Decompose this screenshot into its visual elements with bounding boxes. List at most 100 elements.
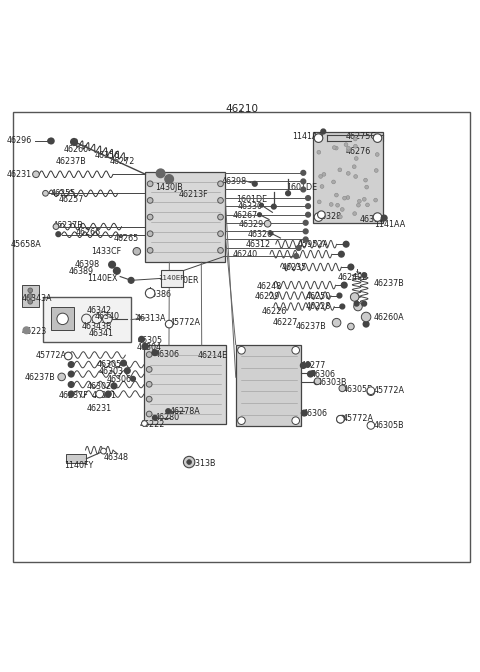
Circle shape bbox=[362, 301, 367, 306]
Text: 46257: 46257 bbox=[59, 196, 84, 204]
Text: 46356: 46356 bbox=[95, 151, 120, 160]
Text: 46305B: 46305B bbox=[342, 385, 373, 394]
Bar bbox=[313, 132, 383, 223]
Text: 46228: 46228 bbox=[306, 302, 331, 311]
Circle shape bbox=[336, 415, 344, 423]
Text: 1141AA: 1141AA bbox=[374, 220, 405, 228]
Text: 46255: 46255 bbox=[50, 189, 76, 198]
Text: 46341: 46341 bbox=[88, 329, 113, 338]
Circle shape bbox=[303, 220, 308, 225]
Circle shape bbox=[124, 368, 130, 374]
Circle shape bbox=[366, 203, 370, 207]
Circle shape bbox=[344, 142, 348, 146]
Text: 45772A: 45772A bbox=[36, 351, 67, 360]
Circle shape bbox=[28, 294, 33, 298]
Text: 46237B: 46237B bbox=[24, 373, 55, 382]
Circle shape bbox=[147, 247, 153, 253]
Circle shape bbox=[317, 151, 321, 154]
Text: 46398: 46398 bbox=[75, 260, 100, 269]
Circle shape bbox=[96, 390, 104, 398]
Text: 1433CF: 1433CF bbox=[92, 247, 121, 256]
Circle shape bbox=[53, 224, 59, 229]
Circle shape bbox=[296, 246, 301, 251]
Circle shape bbox=[306, 196, 311, 200]
Circle shape bbox=[361, 312, 371, 322]
Circle shape bbox=[319, 175, 323, 178]
Circle shape bbox=[367, 387, 375, 394]
Text: 1430JB: 1430JB bbox=[155, 183, 183, 192]
Circle shape bbox=[367, 388, 375, 395]
Text: 46305: 46305 bbox=[96, 360, 121, 369]
Text: 46227: 46227 bbox=[272, 318, 298, 327]
Circle shape bbox=[363, 321, 369, 327]
Circle shape bbox=[147, 181, 153, 187]
Text: 46214E: 46214E bbox=[198, 351, 228, 360]
Circle shape bbox=[147, 231, 153, 237]
Circle shape bbox=[320, 185, 324, 188]
Circle shape bbox=[68, 382, 74, 387]
Text: 46277: 46277 bbox=[301, 362, 326, 370]
Text: 46229: 46229 bbox=[255, 292, 280, 302]
Text: 46303B: 46303B bbox=[317, 378, 347, 386]
Circle shape bbox=[314, 134, 323, 142]
Circle shape bbox=[57, 313, 68, 325]
Text: 46237B: 46237B bbox=[295, 322, 326, 331]
Text: 46266: 46266 bbox=[76, 228, 101, 237]
Circle shape bbox=[71, 138, 77, 145]
Circle shape bbox=[357, 203, 360, 207]
Circle shape bbox=[142, 421, 147, 426]
Circle shape bbox=[329, 202, 333, 206]
Text: 46399: 46399 bbox=[360, 215, 384, 224]
Circle shape bbox=[146, 396, 152, 402]
Circle shape bbox=[346, 196, 350, 200]
Text: 46389: 46389 bbox=[69, 267, 94, 276]
Text: 46260A: 46260A bbox=[374, 313, 404, 323]
Circle shape bbox=[258, 213, 262, 216]
Circle shape bbox=[340, 304, 345, 309]
Text: 1140ER: 1140ER bbox=[158, 276, 185, 282]
Circle shape bbox=[338, 251, 344, 257]
Circle shape bbox=[218, 181, 223, 187]
Circle shape bbox=[106, 391, 111, 397]
Text: 46265: 46265 bbox=[114, 234, 139, 243]
Circle shape bbox=[303, 237, 308, 242]
Text: 46240: 46240 bbox=[233, 250, 258, 259]
Text: 1601DE: 1601DE bbox=[237, 194, 268, 204]
Text: 46306: 46306 bbox=[155, 349, 180, 359]
Text: 1601DE: 1601DE bbox=[287, 183, 318, 192]
Circle shape bbox=[353, 144, 357, 148]
Text: 45772A: 45772A bbox=[169, 318, 200, 327]
Circle shape bbox=[187, 460, 192, 464]
Circle shape bbox=[354, 302, 362, 310]
Circle shape bbox=[238, 417, 245, 425]
Bar bbox=[145, 172, 225, 262]
Text: 1140ER: 1140ER bbox=[168, 276, 198, 285]
Bar bbox=[43, 297, 131, 342]
Circle shape bbox=[374, 198, 377, 202]
Text: 46213F: 46213F bbox=[179, 190, 208, 199]
Circle shape bbox=[165, 175, 173, 183]
Circle shape bbox=[146, 351, 152, 358]
Circle shape bbox=[368, 421, 374, 427]
Text: 46260: 46260 bbox=[63, 144, 88, 154]
Text: 45658A: 45658A bbox=[11, 240, 42, 249]
Circle shape bbox=[218, 198, 223, 204]
Text: 46305B: 46305B bbox=[374, 421, 404, 430]
Circle shape bbox=[358, 200, 361, 203]
Text: 1141AA: 1141AA bbox=[292, 132, 324, 140]
Circle shape bbox=[139, 337, 144, 342]
Circle shape bbox=[301, 187, 306, 192]
Text: 46278A: 46278A bbox=[169, 407, 200, 416]
Circle shape bbox=[362, 273, 367, 278]
Circle shape bbox=[301, 410, 307, 416]
Circle shape bbox=[218, 231, 223, 237]
Circle shape bbox=[354, 157, 358, 161]
Text: 46306: 46306 bbox=[311, 370, 336, 378]
Text: 46280: 46280 bbox=[155, 413, 180, 422]
Text: 46250: 46250 bbox=[306, 292, 331, 302]
Circle shape bbox=[292, 347, 300, 354]
Circle shape bbox=[332, 180, 336, 184]
Circle shape bbox=[343, 196, 347, 200]
Text: 46267: 46267 bbox=[233, 211, 258, 220]
Text: 46342: 46342 bbox=[87, 306, 112, 315]
